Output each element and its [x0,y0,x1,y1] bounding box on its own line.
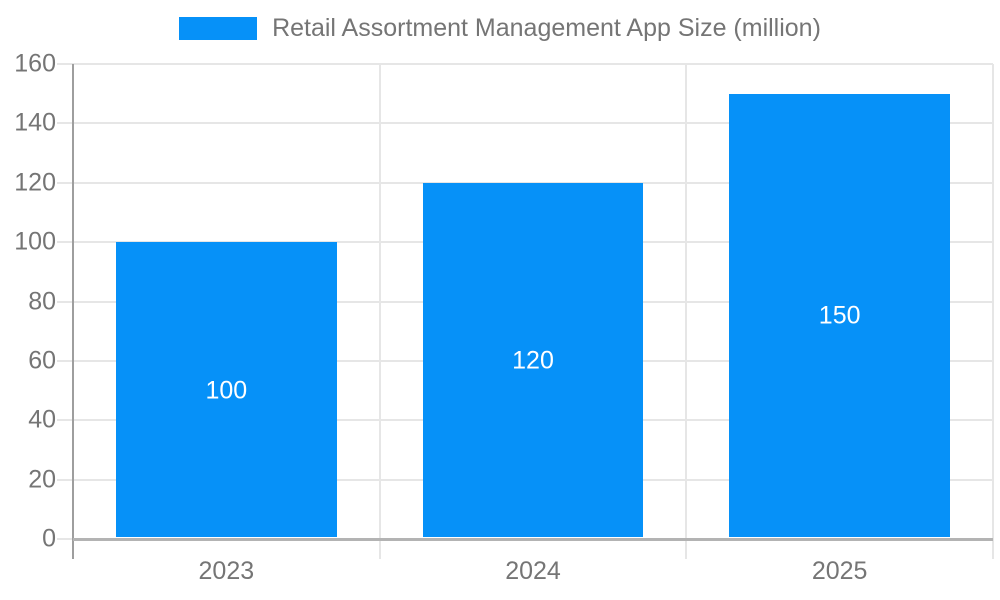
bar-value-label: 120 [512,346,554,375]
x-gridline [685,64,688,559]
y-axis-tick-label: 140 [14,108,56,137]
x-axis-tick-label: 2023 [198,557,255,585]
bar-2023 [115,242,337,537]
legend-swatch [179,17,258,40]
y-axis-tick-label: 100 [14,227,56,256]
y-axis-tick-label: 0 [42,524,56,553]
y-tick-mark [57,538,73,540]
legend-label: Retail Assortment Management App Size (m… [272,14,821,42]
y-gridline [57,122,993,125]
x-axis-tick-label: 2025 [811,557,868,585]
y-axis-tick-label: 120 [14,168,56,197]
x-gridline [378,64,381,559]
legend: Retail Assortment Management App Size (m… [0,14,1000,43]
y-axis-tick-label: 40 [28,405,56,434]
y-axis-tick-label: 20 [28,465,56,494]
y-axis-tick-label: 160 [14,49,56,78]
y-axis-tick-label: 60 [28,346,56,375]
bar-value-label: 150 [818,301,861,330]
bar-2024 [422,182,644,537]
x-axis-tick-label: 2024 [505,557,561,585]
x-gridline [992,64,994,559]
y-gridline [57,63,993,65]
bar-value-label: 100 [205,376,248,405]
y-axis-tick-label: 80 [28,287,56,315]
y-axis [72,64,74,559]
bar-2025 [729,93,951,537]
x-axis [73,538,993,541]
